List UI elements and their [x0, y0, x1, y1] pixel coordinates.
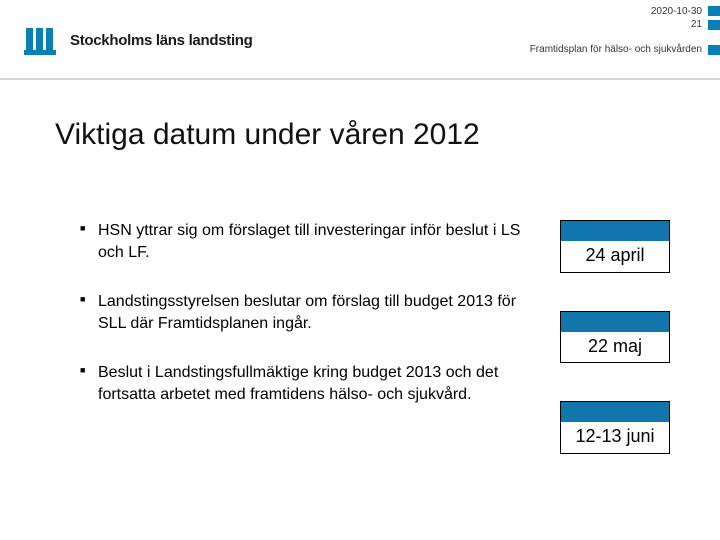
header-date: 2020-10-30 — [651, 6, 702, 17]
header-page-number: 21 — [651, 19, 702, 30]
list-item: Landstingsstyrelsen beslutar om förslag … — [80, 291, 530, 334]
date-box-stripe — [561, 402, 669, 422]
header: 2020-10-30 21 Framtidsplan för hälso- oc… — [0, 0, 720, 80]
date-box: 12-13 juni — [560, 401, 670, 454]
date-box-label: 24 april — [561, 241, 669, 272]
date-box: 24 april — [560, 220, 670, 273]
accent-bar-icon — [708, 20, 720, 30]
main-content: HSN yttrar sig om förslaget till investe… — [80, 220, 680, 454]
header-divider — [0, 78, 720, 80]
date-boxes: 24 april 22 maj 12-13 juni — [560, 220, 680, 454]
logo-icon — [20, 20, 60, 60]
date-box-stripe — [561, 312, 669, 332]
header-subtitle: Framtidsplan för hälso- och sjukvården — [530, 44, 702, 55]
date-box-stripe — [561, 221, 669, 241]
list-item: Beslut i Landstingsfullmäktige kring bud… — [80, 362, 530, 405]
logo-text: Stockholms läns landsting — [70, 32, 253, 49]
header-meta: 2020-10-30 21 — [651, 6, 702, 30]
date-box-label: 22 maj — [561, 332, 669, 363]
bullet-list: HSN yttrar sig om förslaget till investe… — [80, 220, 530, 454]
date-box: 22 maj — [560, 311, 670, 364]
accent-bar-icon — [708, 6, 720, 16]
list-item: HSN yttrar sig om förslaget till investe… — [80, 220, 530, 263]
page-title: Viktiga datum under våren 2012 — [55, 118, 480, 152]
date-box-label: 12-13 juni — [561, 422, 669, 453]
accent-bar-icon — [708, 45, 720, 55]
logo: Stockholms läns landsting — [20, 20, 253, 60]
